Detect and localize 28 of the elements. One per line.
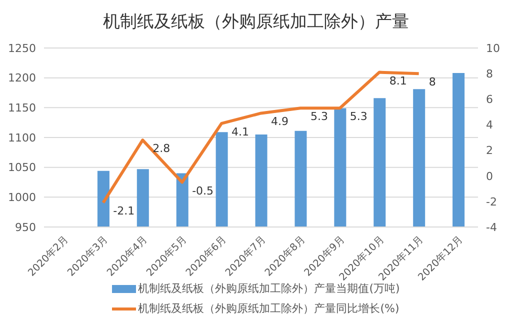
y-tick-label: 1200 xyxy=(8,72,36,85)
y2-tick-label: 0 xyxy=(486,170,493,183)
data-label: -2.1 xyxy=(113,204,135,218)
y2-tick-label: -2 xyxy=(486,195,497,208)
data-label: 2.8 xyxy=(152,142,170,156)
y-tick-label: 950 xyxy=(15,220,36,234)
y2-tick-label: 8 xyxy=(486,67,493,80)
y-tick-label: 1050 xyxy=(8,161,36,174)
y-tick-label: 1150 xyxy=(8,102,36,115)
chart-title: 机制纸及纸板（外购原纸加工除外）产量 xyxy=(102,11,410,34)
y-tick-label: 1000 xyxy=(8,191,36,204)
y2-tick-label: 10 xyxy=(486,42,500,55)
data-label: 4.1 xyxy=(232,125,250,138)
y2-tick-label: 2 xyxy=(486,144,493,158)
data-label: 4.9 xyxy=(271,115,288,128)
y-tick-label: 1250 xyxy=(8,42,36,55)
data-label: 5.3 xyxy=(310,110,328,124)
data-label: -0.5 xyxy=(192,184,214,198)
y2-tick-label: -4 xyxy=(486,220,497,234)
y-tick-label: 1100 xyxy=(8,131,36,144)
y2-tick-label: 6 xyxy=(486,93,493,106)
data-label: 8 xyxy=(428,76,436,89)
legend-label: 机制纸及纸板（外购原纸加工除外）产量同比增长(%) xyxy=(138,301,400,317)
y2-tick-label: 4 xyxy=(486,118,493,132)
line-series xyxy=(102,70,420,204)
data-label: 8.1 xyxy=(389,74,407,88)
legend-label: 机制纸及纸板（外购原纸加工除外）产量当期值(万吨) xyxy=(138,281,400,297)
data-label: 5.3 xyxy=(350,110,368,124)
